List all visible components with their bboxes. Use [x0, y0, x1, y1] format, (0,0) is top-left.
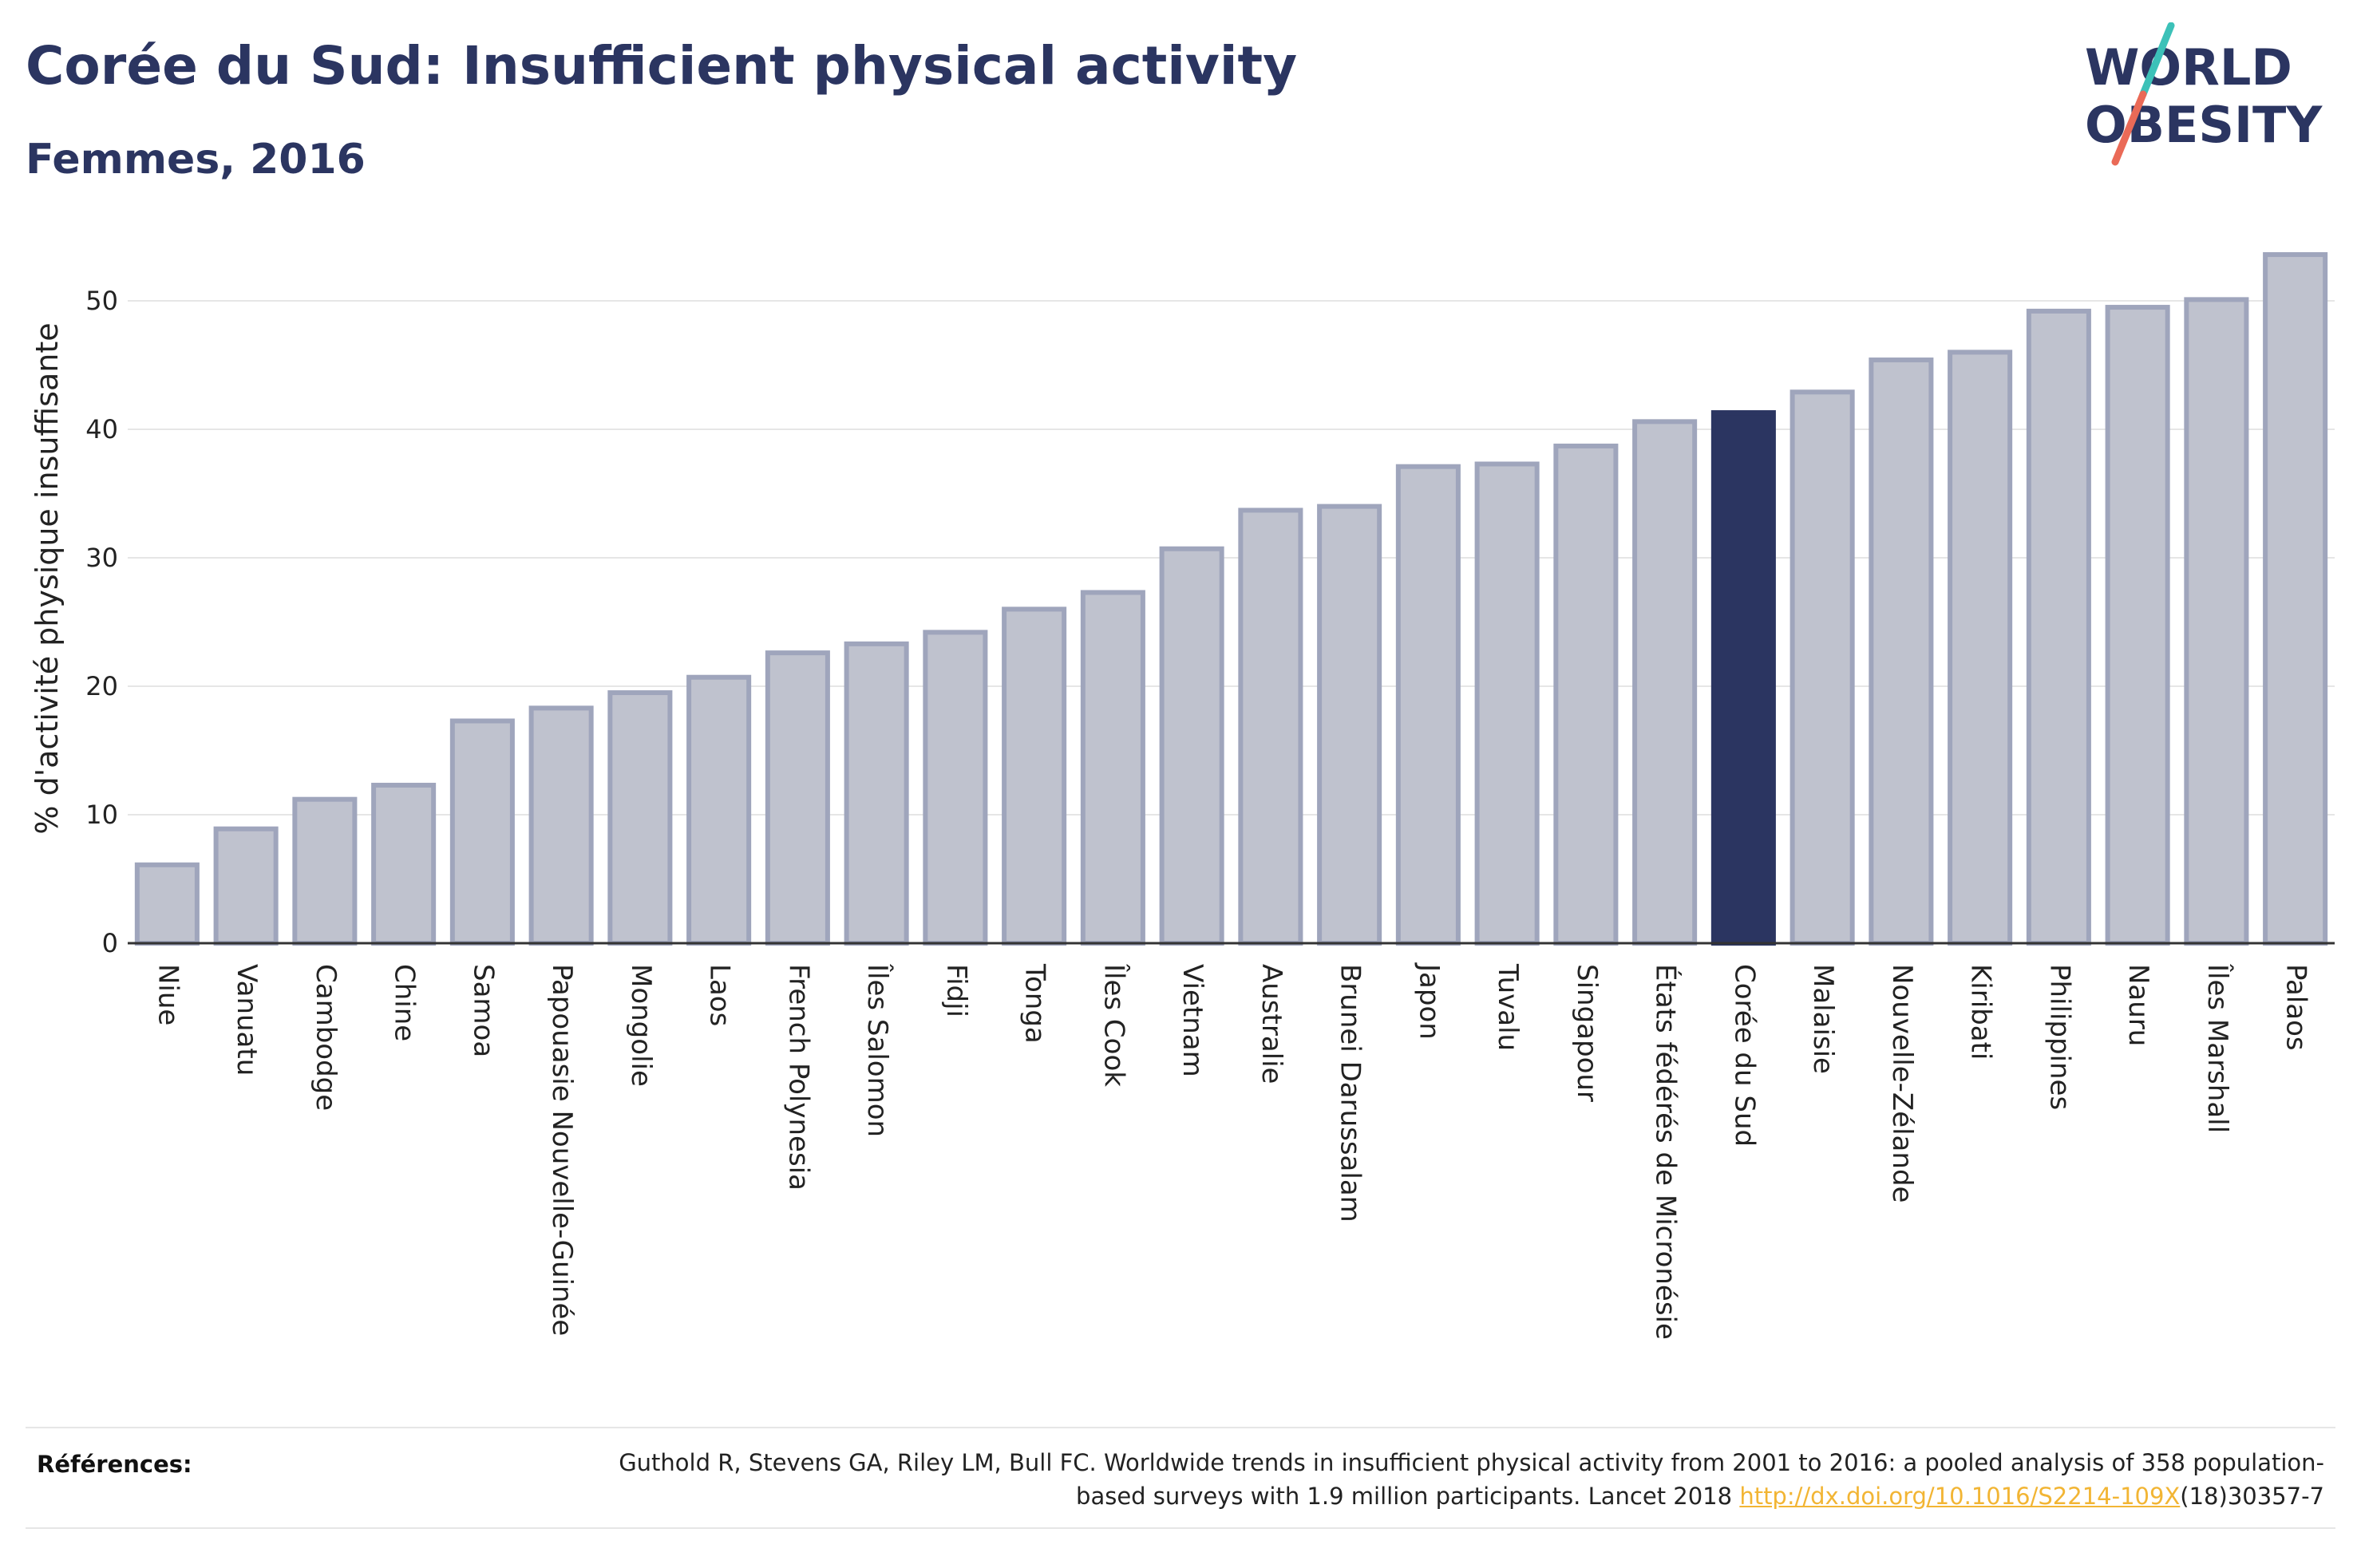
bar-cambodge: [292, 796, 358, 946]
logo-text-world: WORLD: [2085, 38, 2292, 97]
x-tick-label: Chine: [389, 964, 421, 1041]
x-tick-label: Nauru: [2122, 964, 2154, 1046]
x-tick-label: Philippines: [2043, 964, 2075, 1110]
x-tick-label: Brunei Darussalam: [1335, 964, 1366, 1222]
x-tick-label: Australie: [1256, 964, 1287, 1084]
bar-french-polynesia: [765, 650, 830, 946]
y-tick-label: 50: [85, 286, 118, 316]
x-tick-label: Malaisie: [1807, 964, 1839, 1074]
bar-îles-marshall: [2184, 297, 2249, 946]
bar-vietnam: [1159, 546, 1224, 946]
y-tick-label: 20: [85, 671, 118, 701]
bar-philippines: [2026, 308, 2091, 946]
bar-australie: [1238, 508, 1303, 946]
bar-mongolie: [607, 690, 673, 946]
x-tick-label: Japon: [1413, 962, 1445, 1040]
logo-slash-bottom: [2111, 90, 2147, 166]
chart-title: Corée du Sud: Insufficient physical acti…: [26, 35, 1298, 97]
bar-palaos: [2263, 252, 2328, 946]
bar-îles-salomon: [844, 641, 909, 946]
references-citation-end: (18)30357-7: [2180, 1483, 2324, 1510]
bar-corée-du-sud: [1710, 410, 1776, 946]
bar-états-fédérés-de-micronésie: [1632, 419, 1698, 946]
bar-nauru: [2105, 305, 2170, 946]
y-tick-labels: 0 10 20 30 40 50: [85, 286, 118, 958]
bar-laos: [686, 674, 752, 946]
logo-slash-top: [2139, 22, 2175, 98]
x-tick-label: Îles Marshall: [2201, 963, 2234, 1133]
references-citation: Guthold R, Stevens GA, Riley LM, Bull FC…: [619, 1449, 2324, 1510]
y-tick-label: 10: [85, 800, 118, 830]
bar-chine: [371, 782, 437, 946]
bar-tuvalu: [1474, 461, 1540, 946]
x-tick-label: Îles Cook: [1097, 963, 1130, 1087]
y-tick-label: 0: [102, 928, 118, 958]
x-tick-label: Niue: [152, 964, 184, 1025]
x-tick-label: Fidji: [940, 964, 972, 1017]
bar-niue: [134, 862, 200, 946]
y-tick-label: 30: [85, 543, 118, 573]
bar-fidji: [923, 630, 988, 946]
x-tick-label: Samoa: [467, 964, 499, 1057]
x-tick-label: Papouasie Nouvelle-Guinée: [546, 964, 578, 1336]
bar-japon: [1395, 464, 1461, 946]
bar-malaisie: [1790, 389, 1855, 946]
bar-samoa: [449, 718, 515, 946]
bar-vanuatu: [213, 826, 279, 946]
x-tick-label: Mongolie: [625, 964, 657, 1087]
bar-brunei-darussalam: [1317, 504, 1382, 946]
bars: [134, 252, 2328, 946]
x-tick-label: Kiribati: [1965, 964, 1997, 1060]
x-tick-label: Tuvalu: [1492, 963, 1524, 1051]
x-tick-label: Nouvelle-Zélande: [1886, 964, 1918, 1203]
references-text: Guthold R, Stevens GA, Riley LM, Bull FC…: [568, 1446, 2324, 1513]
chart-subtitle: Femmes, 2016: [26, 136, 366, 184]
x-tick-labels: Niue Vanuatu Cambodge Chine Samoa Papouasie N…: [152, 962, 2312, 1340]
x-tick-label: États fédérés de Micronésie: [1650, 964, 1683, 1340]
x-tick-label: Tonga: [1019, 963, 1051, 1044]
x-tick-label: Singapour: [1571, 964, 1603, 1102]
bar-tonga: [1002, 606, 1067, 946]
x-tick-label: French Polynesia: [782, 964, 814, 1191]
y-tick-label: 40: [85, 414, 118, 444]
bar-papouasie-nouvelle-guinée: [528, 705, 594, 946]
x-tick-label: Palaos: [2280, 964, 2312, 1051]
bar-singapour: [1553, 443, 1619, 946]
x-tick-label: Îles Salomon: [861, 963, 894, 1137]
bar-îles-cook: [1080, 590, 1145, 946]
x-tick-label: Vietnam: [1177, 964, 1208, 1077]
bar-kiribati: [1948, 350, 2013, 946]
x-tick-label: Vanuatu: [231, 964, 263, 1076]
references-section: Références: Guthold R, Stevens GA, Riley…: [26, 1427, 2335, 1529]
x-tick-label: Laos: [704, 964, 736, 1026]
references-doi-link[interactable]: http://dx.doi.org/10.1016/S2214-109X: [1739, 1483, 2181, 1510]
x-tick-label: Cambodge: [310, 964, 342, 1111]
bar-chart: 0 10 20 30 40 50 Niue Vanuatu Cambodge Chine Samo…: [30, 252, 2335, 1340]
world-obesity-logo: WORLD OBESITY: [2085, 22, 2323, 166]
bar-nouvelle-zélande: [1869, 357, 1934, 946]
references-label: Références:: [37, 1451, 192, 1478]
x-tick-label: Corée du Sud: [1728, 964, 1760, 1147]
y-axis-label: % d'activité physique insuffisante: [30, 322, 65, 834]
